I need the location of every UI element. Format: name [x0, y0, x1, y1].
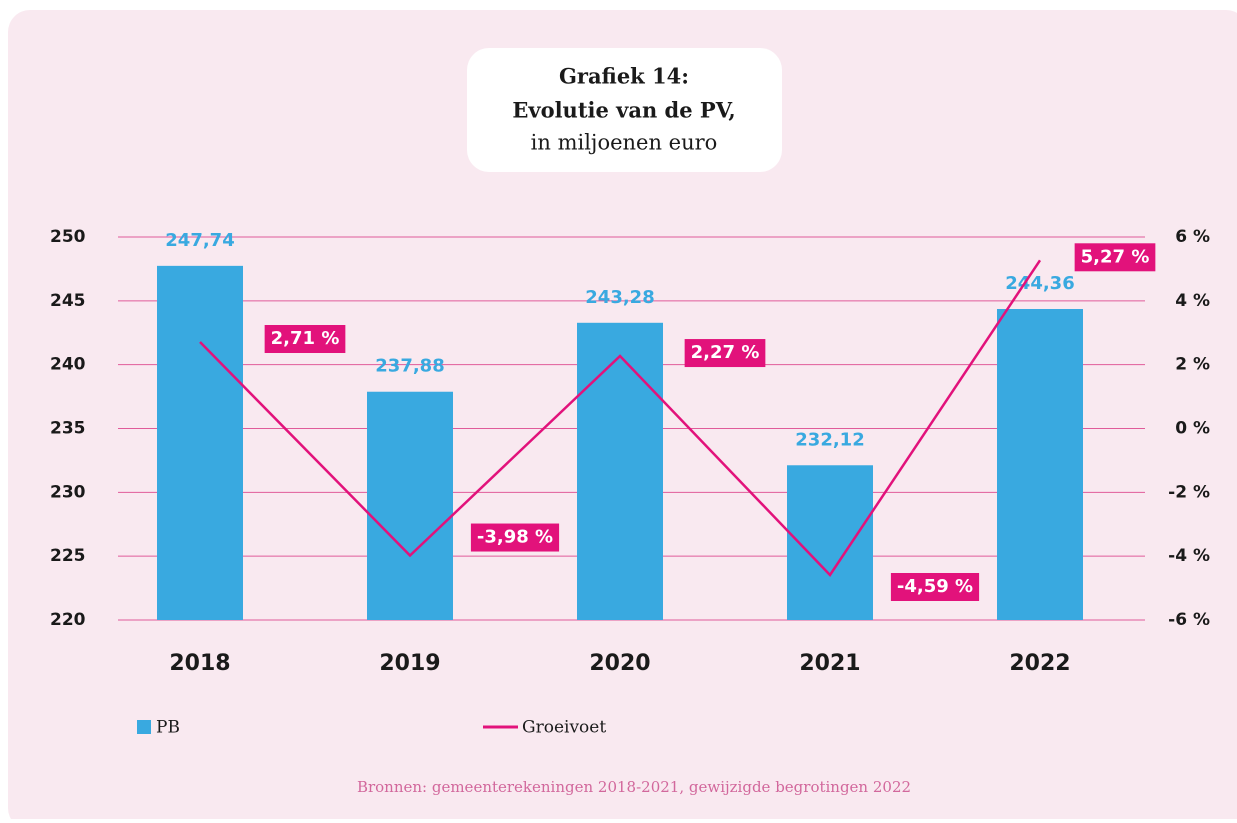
chart-title: Grafiek 14: — [559, 64, 689, 89]
chart-subtitle: in miljoenen euro — [531, 131, 718, 155]
line-label-box — [890, 572, 980, 601]
title-box — [467, 48, 782, 172]
legend-label: Groeivoet — [522, 718, 606, 738]
line-value-label: 2,27 % — [691, 342, 760, 363]
bar-value-label: 232,12 — [795, 429, 864, 450]
y-tick-label: 220 — [50, 610, 86, 630]
line-label-box — [684, 339, 766, 368]
bar — [157, 265, 243, 620]
bar — [577, 322, 663, 620]
legend-swatch — [137, 720, 151, 734]
line-value-label: 2,71 % — [271, 328, 340, 349]
y-tick-label: 230 — [50, 482, 86, 502]
line-value-label: 5,27 % — [1081, 246, 1150, 267]
source: Bronnen: gemeenterekeningen 2018-2021, g… — [357, 778, 911, 796]
chart-title: Evolutie van de PV, — [512, 98, 735, 123]
y2-tick-label: 6 % — [1175, 227, 1210, 247]
y2-tick-label: -2 % — [1168, 482, 1210, 502]
bar-value-label: 247,74 — [165, 230, 234, 251]
x-tick-label: 2021 — [799, 651, 860, 676]
bar-value-label: 237,88 — [375, 356, 444, 377]
y2-tick-label: 4 % — [1175, 291, 1210, 311]
line-label-box — [264, 325, 346, 354]
bar — [367, 391, 453, 620]
y2-tick-label: -4 % — [1168, 546, 1210, 566]
y-tick-label: 235 — [50, 419, 86, 439]
line — [199, 259, 1042, 577]
bar — [997, 309, 1083, 620]
line-label-box — [1074, 243, 1156, 272]
line-label-box — [470, 523, 560, 552]
y2-tick-label: -6 % — [1168, 610, 1210, 630]
y2-tick-label: 2 % — [1175, 355, 1210, 375]
bar-value-label: 244,36 — [1005, 273, 1074, 294]
x-tick-label: 2019 — [379, 651, 440, 676]
bar-value-label: 243,28 — [585, 287, 654, 308]
y-tick-label: 245 — [50, 291, 86, 311]
y-tick-label: 250 — [50, 227, 86, 247]
line-value-label: -3,98 % — [477, 527, 553, 548]
y-tick-label: 240 — [50, 355, 86, 375]
legend-label: PB — [156, 718, 180, 738]
x-tick-label: 2020 — [589, 651, 650, 676]
line-value-label: -4,59 % — [897, 576, 973, 597]
x-tick-label: 2018 — [169, 651, 230, 676]
x-tick-label: 2022 — [1009, 651, 1070, 676]
y2-tick-label: 0 % — [1175, 419, 1210, 439]
bar — [787, 465, 873, 620]
y-tick-label: 225 — [50, 546, 86, 566]
